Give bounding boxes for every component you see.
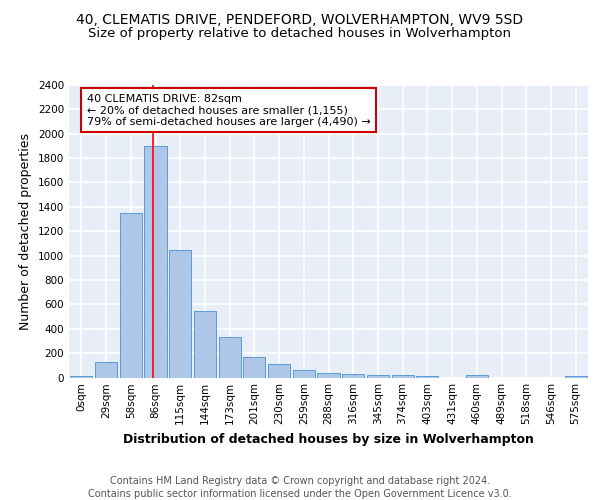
Text: Size of property relative to detached houses in Wolverhampton: Size of property relative to detached ho… bbox=[89, 28, 511, 40]
Y-axis label: Number of detached properties: Number of detached properties bbox=[19, 132, 32, 330]
Bar bbox=[466, 376, 488, 378]
Bar bbox=[317, 372, 340, 378]
Text: Contains public sector information licensed under the Open Government Licence v3: Contains public sector information licen… bbox=[88, 489, 512, 499]
Bar bbox=[293, 370, 315, 378]
Bar bbox=[194, 311, 216, 378]
Text: 40 CLEMATIS DRIVE: 82sqm
← 20% of detached houses are smaller (1,155)
79% of sem: 40 CLEMATIS DRIVE: 82sqm ← 20% of detach… bbox=[87, 94, 371, 126]
Bar bbox=[268, 364, 290, 378]
Text: Distribution of detached houses by size in Wolverhampton: Distribution of detached houses by size … bbox=[124, 432, 534, 446]
Bar bbox=[565, 376, 587, 378]
Bar bbox=[70, 376, 92, 378]
Bar bbox=[145, 146, 167, 378]
Bar bbox=[342, 374, 364, 378]
Bar bbox=[243, 358, 265, 378]
Text: Contains HM Land Registry data © Crown copyright and database right 2024.: Contains HM Land Registry data © Crown c… bbox=[110, 476, 490, 486]
Bar bbox=[95, 362, 117, 378]
Bar bbox=[416, 376, 439, 378]
Bar bbox=[119, 213, 142, 378]
Bar bbox=[218, 336, 241, 378]
Bar bbox=[367, 375, 389, 378]
Bar bbox=[169, 250, 191, 378]
Bar bbox=[392, 376, 414, 378]
Text: 40, CLEMATIS DRIVE, PENDEFORD, WOLVERHAMPTON, WV9 5SD: 40, CLEMATIS DRIVE, PENDEFORD, WOLVERHAM… bbox=[76, 12, 524, 26]
